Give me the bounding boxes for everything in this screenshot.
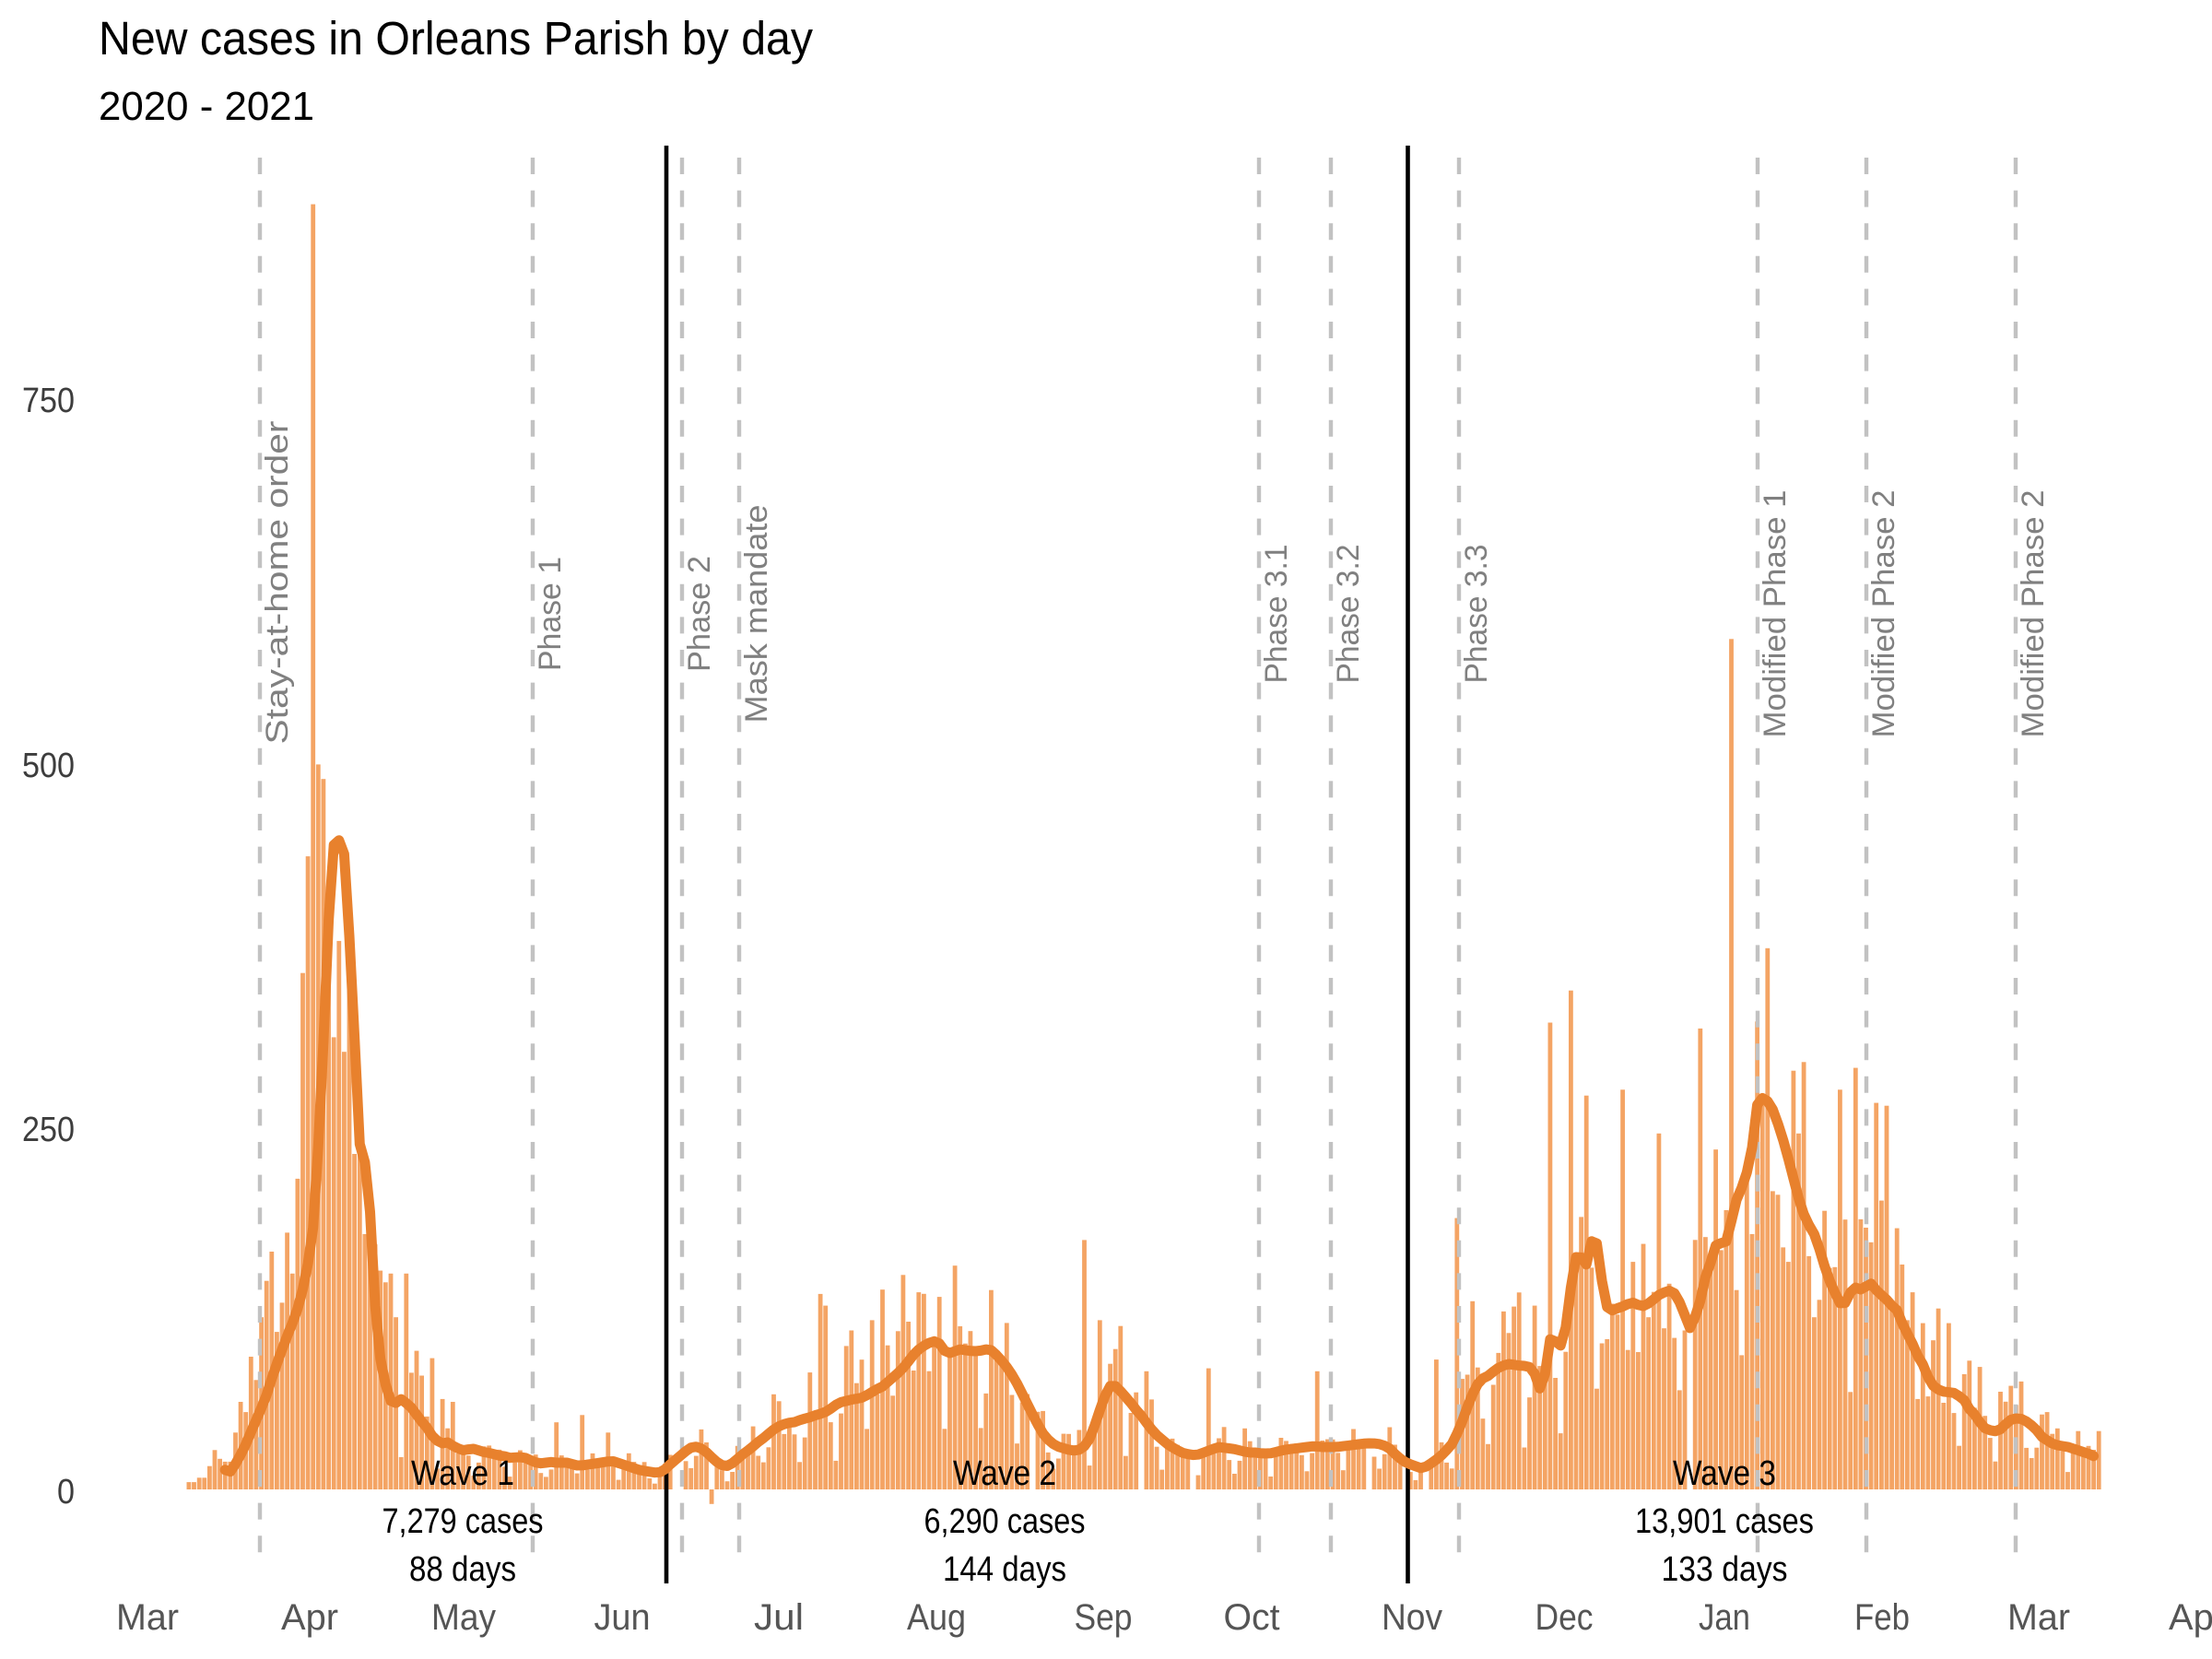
svg-text:144 days: 144 days xyxy=(943,1550,1066,1589)
svg-text:250: 250 xyxy=(22,1111,75,1149)
svg-text:133 days: 133 days xyxy=(1662,1550,1788,1589)
svg-text:Dec: Dec xyxy=(1535,1597,1594,1638)
svg-text:88 days: 88 days xyxy=(409,1550,516,1589)
svg-text:Mask mandate: Mask mandate xyxy=(739,505,774,724)
svg-text:0: 0 xyxy=(57,1473,75,1512)
svg-text:Feb: Feb xyxy=(1854,1597,1910,1638)
svg-text:Mar: Mar xyxy=(2007,1597,2070,1638)
svg-text:Nov: Nov xyxy=(1382,1597,1442,1638)
svg-text:New cases in Orleans Parish by: New cases in Orleans Parish by day xyxy=(99,12,813,65)
svg-text:Oct: Oct xyxy=(1224,1597,1280,1638)
svg-text:Modified Phase 1: Modified Phase 1 xyxy=(1758,490,1793,738)
svg-text:Aug: Aug xyxy=(907,1597,966,1638)
svg-text:May: May xyxy=(431,1597,496,1638)
svg-text:Jan: Jan xyxy=(1699,1597,1750,1638)
svg-text:Modified Phase 2: Modified Phase 2 xyxy=(1866,490,1901,738)
svg-text:Wave 1: Wave 1 xyxy=(411,1454,514,1493)
svg-text:7,279 cases: 7,279 cases xyxy=(382,1502,544,1541)
svg-text:2020 - 2021: 2020 - 2021 xyxy=(99,84,314,129)
svg-text:Stay-at-home order: Stay-at-home order xyxy=(260,421,295,745)
svg-text:Apr: Apr xyxy=(2169,1597,2212,1638)
svg-text:Jul: Jul xyxy=(754,1597,804,1638)
svg-text:6,290 cases: 6,290 cases xyxy=(924,1502,1086,1541)
svg-text:Modified Phase 2: Modified Phase 2 xyxy=(2016,490,2051,738)
svg-text:Jun: Jun xyxy=(594,1597,651,1638)
svg-text:750: 750 xyxy=(22,382,75,420)
svg-text:Phase 1: Phase 1 xyxy=(533,557,568,671)
svg-text:Mar: Mar xyxy=(116,1597,179,1638)
svg-text:Phase 2: Phase 2 xyxy=(682,556,717,672)
svg-text:Phase 3.3: Phase 3.3 xyxy=(1459,545,1494,684)
svg-text:Phase 3.1: Phase 3.1 xyxy=(1259,545,1294,684)
svg-text:500: 500 xyxy=(22,747,75,785)
svg-text:Sep: Sep xyxy=(1075,1597,1133,1638)
svg-text:Phase 3.2: Phase 3.2 xyxy=(1331,545,1366,684)
svg-text:Wave 2: Wave 2 xyxy=(953,1454,1056,1493)
svg-text:13,901 cases: 13,901 cases xyxy=(1635,1502,1814,1541)
svg-text:Apr: Apr xyxy=(281,1597,338,1638)
svg-text:Wave 3: Wave 3 xyxy=(1673,1454,1776,1493)
